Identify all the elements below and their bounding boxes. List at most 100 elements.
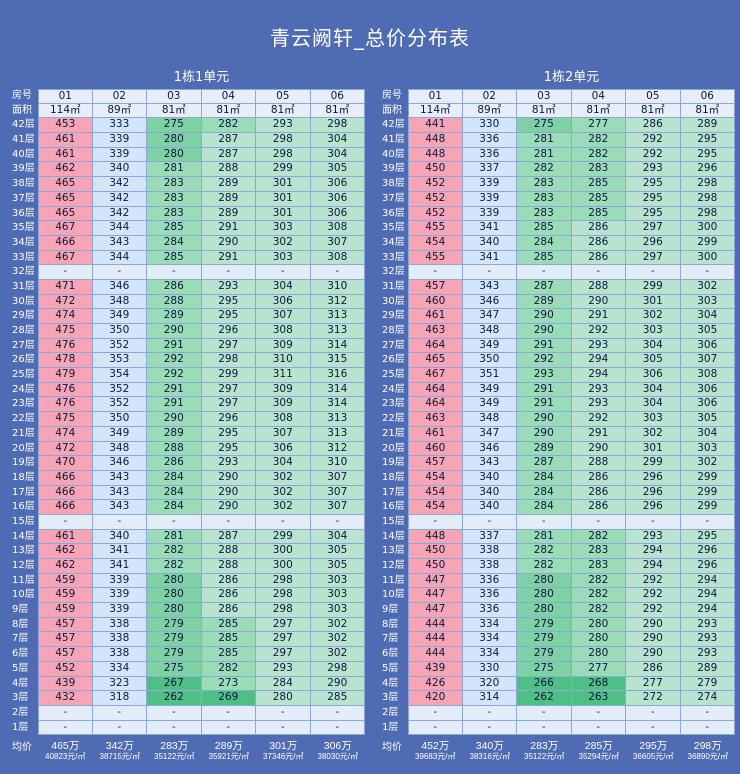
avg-unit-price: 35294元/㎡ xyxy=(578,752,619,761)
room-number-cell: 06 xyxy=(310,89,365,104)
price-cell: 303 xyxy=(680,294,735,310)
price-cell: 291 xyxy=(201,221,256,236)
price-cell: 293 xyxy=(680,647,735,662)
floor-label: 40层 xyxy=(12,148,35,160)
price-cell: 299 xyxy=(626,456,681,471)
price-cell: 295 xyxy=(680,147,735,163)
floor-row: 1层 - - - - - - xyxy=(10,720,365,736)
avg-unit-price: 35122元/㎡ xyxy=(154,752,195,761)
floor-row: 15层 - - - - - - xyxy=(380,514,735,530)
row-label: 面积 xyxy=(382,104,402,116)
price-cell: 280 xyxy=(147,588,202,604)
price-cell: 286 xyxy=(626,118,681,134)
price-cell: 351 xyxy=(462,368,517,383)
price-cell: 340 xyxy=(462,470,517,486)
floor-label: 1层 xyxy=(12,721,29,733)
price-cell: 346 xyxy=(462,441,517,457)
avg-total: 283万 xyxy=(160,740,189,752)
price-cell: 450 xyxy=(408,544,463,559)
price-cell: 339 xyxy=(92,573,147,589)
floor-row: 42层 453 333 275 282 293 298 xyxy=(10,118,365,134)
floor-label: 34层 xyxy=(382,236,405,248)
price-cell: 292 xyxy=(571,324,626,339)
price-cell: 295 xyxy=(680,133,735,148)
price-cell: 302 xyxy=(310,617,365,633)
floor-row: 13层 450 338 282 283 294 296 xyxy=(380,544,735,559)
price-cell: 460 xyxy=(408,441,463,457)
price-cell: 339 xyxy=(462,191,517,207)
avg-unit-price: 38715元/㎡ xyxy=(99,752,140,761)
price-cell: 283 xyxy=(517,177,572,192)
floor-label: 10层 xyxy=(382,589,405,601)
floor-row: 41层 448 336 281 282 292 295 xyxy=(380,133,735,148)
area-row: 面积 114㎡ 89㎡ 81㎡ 81㎡ 81㎡ 81㎡ xyxy=(380,103,735,119)
price-cell: 290 xyxy=(147,412,202,427)
floor-row: 13层 462 341 282 288 300 305 xyxy=(10,544,365,559)
price-cell: 306 xyxy=(256,294,311,310)
price-cell: 286 xyxy=(571,250,626,266)
avg-cell: 283万 35122元/㎡ xyxy=(147,740,202,762)
floor-label: 26层 xyxy=(382,354,405,366)
price-cell: 454 xyxy=(408,470,463,486)
price-cell: 452 xyxy=(38,661,93,677)
price-cell: 432 xyxy=(38,691,93,706)
price-cell: 310 xyxy=(310,279,365,295)
price-cell: 454 xyxy=(408,485,463,501)
price-cell: 300 xyxy=(680,221,735,236)
price-cell: 280 xyxy=(147,603,202,618)
price-cell: 291 xyxy=(201,250,256,266)
floor-row: 5层 439 330 275 277 286 289 xyxy=(380,661,735,677)
avg-cell: 285万 35294元/㎡ xyxy=(572,740,627,762)
price-cell: 267 xyxy=(147,676,202,692)
price-cell: 314 xyxy=(310,382,365,398)
price-cell: 304 xyxy=(626,382,681,398)
avg-cell: 340万 38316元/㎡ xyxy=(463,740,518,762)
floor-label: 3层 xyxy=(382,692,399,704)
average-row-unit-2: 均价 452万 39683元/㎡ 340万 38316元/㎡ 283万 35122元/㎡ 28… xyxy=(380,740,735,762)
price-cell: 292 xyxy=(517,353,572,369)
price-cell: 288 xyxy=(201,544,256,559)
price-cell: 302 xyxy=(310,647,365,662)
floor-label: 37层 xyxy=(382,192,405,204)
price-cell: - xyxy=(462,705,517,721)
price-cell: 309 xyxy=(256,338,311,354)
floor-label: 32层 xyxy=(382,266,405,278)
price-cell: 460 xyxy=(408,294,463,310)
price-cell: 298 xyxy=(310,118,365,134)
price-cell: 285 xyxy=(201,647,256,662)
price-cell: 290 xyxy=(517,412,572,427)
price-cell: 275 xyxy=(517,118,572,134)
price-cell: 465 xyxy=(38,191,93,207)
price-cell: 285 xyxy=(147,221,202,236)
price-cell: 320 xyxy=(462,676,517,692)
price-cell: 444 xyxy=(408,647,463,662)
price-cell: 292 xyxy=(626,603,681,618)
floor-label: 8层 xyxy=(12,618,29,630)
price-cell: 306 xyxy=(680,338,735,354)
avg-label: 均价 xyxy=(382,742,402,753)
floor-row: 23层 464 349 291 293 304 306 xyxy=(380,397,735,413)
price-cell: 340 xyxy=(92,162,147,178)
price-cell: 295 xyxy=(680,529,735,545)
floor-row: 41层 461 339 280 287 298 304 xyxy=(10,133,365,148)
price-cell: 323 xyxy=(92,676,147,692)
floor-row: 14层 461 340 281 287 299 304 xyxy=(10,529,365,545)
floor-label: 39层 xyxy=(382,163,405,175)
floor-row: 40层 448 336 281 282 292 295 xyxy=(380,147,735,163)
price-cell: 280 xyxy=(571,617,626,633)
price-cell: 286 xyxy=(201,588,256,604)
price-cell: 277 xyxy=(571,661,626,677)
price-cell: 342 xyxy=(92,191,147,207)
price-cell: 463 xyxy=(408,412,463,427)
price-cell: 282 xyxy=(201,118,256,134)
price-cell: 461 xyxy=(408,309,463,324)
price-cell: 318 xyxy=(92,691,147,706)
price-cell: 294 xyxy=(680,588,735,604)
floor-label: 19层 xyxy=(382,457,405,469)
floor-row: 1层 - - - - - - xyxy=(380,720,735,736)
avg-total: 298万 xyxy=(693,740,722,752)
price-cell: 307 xyxy=(310,500,365,515)
price-cell: 274 xyxy=(680,691,735,706)
price-cell: 472 xyxy=(38,294,93,310)
floor-row: 25层 467 351 293 294 306 308 xyxy=(380,368,735,383)
